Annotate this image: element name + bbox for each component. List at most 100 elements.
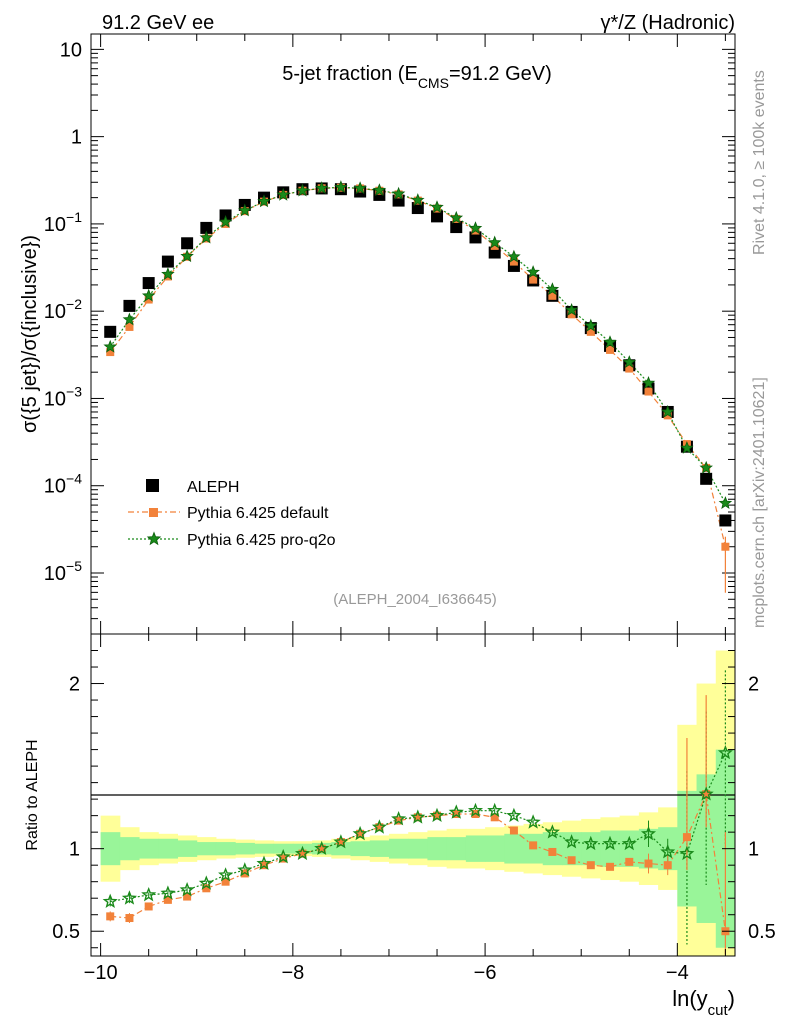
aleph-point xyxy=(123,299,136,312)
proq2o-point xyxy=(314,181,329,194)
main-y-tick-labels: 10 1 10−1 10−2 10−3 10−4 10−5 xyxy=(44,39,82,585)
proq2o-point xyxy=(507,249,521,263)
default-ratio-point xyxy=(625,857,634,866)
proq2o-point xyxy=(276,187,290,201)
proq2o-point xyxy=(487,235,502,249)
default-point xyxy=(106,348,115,357)
green-band-segment xyxy=(388,838,409,859)
default-ratio-point xyxy=(644,859,653,868)
main-y-tick-label: 10 xyxy=(60,39,82,61)
default-ratio-point xyxy=(548,847,557,856)
proq2o-point xyxy=(391,186,406,200)
default-ratio-point xyxy=(490,813,499,822)
default-ratio-point xyxy=(125,914,134,923)
green-band-segment xyxy=(504,833,525,864)
x-tick-label: −10 xyxy=(84,962,118,984)
legend: ALEPH Pythia 6.425 default Pythia 6.425 … xyxy=(128,479,336,549)
main-y-tick-label: 10−2 xyxy=(44,296,82,323)
proq2o-ratio-point xyxy=(352,825,368,841)
default-point xyxy=(567,310,576,319)
legend-aleph-marker xyxy=(146,479,159,492)
green-band-segment xyxy=(427,837,448,861)
default-ratio-point xyxy=(509,826,518,835)
proq2o-ratio-point xyxy=(179,881,195,897)
green-band-segment xyxy=(254,843,275,854)
aleph-point xyxy=(104,325,117,338)
proq2o-ratio-point xyxy=(410,809,426,824)
proq2o-ratio-point xyxy=(198,875,214,890)
green-band-segment xyxy=(331,842,352,856)
green-band-segment xyxy=(465,835,486,862)
aleph-point xyxy=(142,277,155,290)
default-point xyxy=(548,291,557,300)
ratio-y-tick-labels: 0.5 0.5 1 1 2 2 xyxy=(52,674,776,944)
proq2o-ratio-point xyxy=(602,835,618,851)
default-ratio-point xyxy=(163,895,172,904)
green-band-segment xyxy=(581,832,601,866)
green-band-segment xyxy=(177,840,198,857)
default-point xyxy=(509,257,518,266)
default-ratio-point xyxy=(375,823,384,832)
proq2o-ratio-point xyxy=(371,819,387,834)
default-point xyxy=(125,322,134,331)
aleph-point xyxy=(700,472,713,485)
proq2o-point xyxy=(103,339,117,353)
ratio-panel-frame xyxy=(90,633,736,957)
default-ratio-point xyxy=(356,829,365,838)
legend-aleph-label: ALEPH xyxy=(187,479,239,496)
x-axis-label: ln(ycut) xyxy=(672,986,735,1019)
default-ratio-point xyxy=(317,844,326,853)
default-point xyxy=(625,364,634,373)
proq2o-ratio-point xyxy=(102,893,118,908)
proq2o-point xyxy=(122,312,137,326)
proq2o-ratio-point xyxy=(314,840,330,856)
ratio-y-tick-label-right: 1 xyxy=(748,839,759,861)
proq2o-ratio-point xyxy=(391,810,407,826)
ratio-y-axis-label: Ratio to ALEPH xyxy=(24,739,41,850)
green-band-segment xyxy=(119,837,140,861)
proq2o-ratio-point xyxy=(333,834,349,849)
green-band-segment xyxy=(408,838,428,859)
default-ratio-point xyxy=(452,809,461,818)
main-y-tick-label: 10−4 xyxy=(44,471,82,498)
legend-proq2o-marker xyxy=(146,531,162,546)
proq2o-point xyxy=(526,265,540,278)
main-y-tick-label: 10−1 xyxy=(44,209,82,236)
default-ratio-point xyxy=(221,877,230,886)
proq2o-ratio-point xyxy=(121,890,138,905)
main-panel: 5-jet fraction (ECMS=91.2 GeV) σ({5 jet}… xyxy=(19,33,736,635)
green-band-segment xyxy=(485,835,505,862)
proq2o-point xyxy=(199,230,214,244)
default-ratio-point xyxy=(433,811,442,820)
proq2o-ratio-point xyxy=(698,786,714,801)
proq2o-ratio-point xyxy=(256,855,272,870)
default-ratio-point xyxy=(663,861,672,870)
ratio-y-tick-label-left: 2 xyxy=(69,674,80,696)
proq2o-ratio-point xyxy=(679,845,695,861)
default-ratio-point xyxy=(298,849,307,858)
legend-default-marker xyxy=(149,508,158,517)
proq2o-point xyxy=(295,183,310,197)
default-point xyxy=(644,387,653,396)
green-band-segment xyxy=(369,840,390,857)
main-ticks xyxy=(91,34,735,635)
green-band-segment xyxy=(139,838,159,859)
ratio-ticks xyxy=(91,634,735,956)
green-band-segment xyxy=(619,830,640,867)
proq2o-point xyxy=(141,288,156,302)
proq2o-ratio-point xyxy=(160,885,176,900)
header-left: 91.2 GeV ee xyxy=(102,12,214,34)
x-tick-label: −4 xyxy=(666,962,689,984)
proq2o-ratio-point xyxy=(640,825,657,841)
proq2o-point xyxy=(238,203,252,217)
proq2o-point xyxy=(603,335,617,349)
main-data-points xyxy=(103,180,733,593)
default-ratio-point xyxy=(106,912,115,921)
proq2o-ratio-point xyxy=(429,807,445,823)
proq2o-point xyxy=(372,183,387,196)
proq2o-ratio-point xyxy=(237,862,253,877)
x-tick-label: −8 xyxy=(281,962,304,984)
main-title: 5-jet fraction (ECMS=91.2 GeV) xyxy=(282,63,552,91)
default-ratio-point xyxy=(394,816,403,825)
